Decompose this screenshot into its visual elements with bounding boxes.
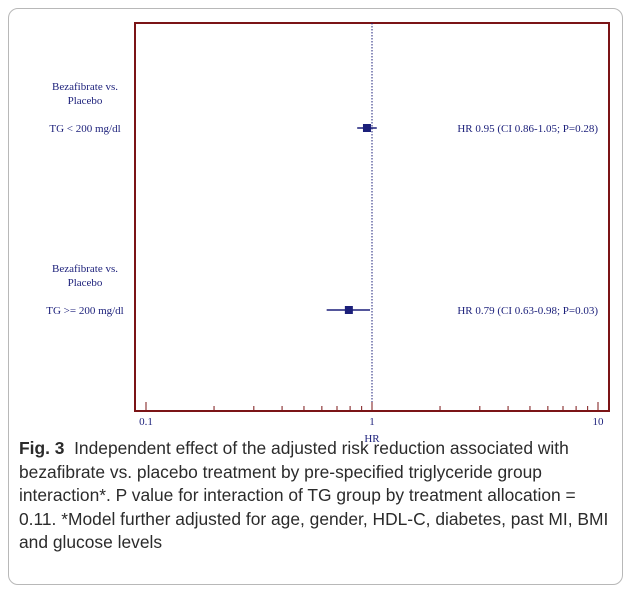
hr-annotation: HR 0.95 (CI 0.86-1.05; P=0.28) [457,123,598,135]
hr-marker [362,124,371,132]
x-tick-label: 10 [593,416,605,428]
figure-label: Fig. 3 [19,438,65,458]
forest-row: Bezafibrate vs. Placebo TG < 200 mg/dl HR 0… [49,81,598,135]
x-tick-label: 0.1 [139,416,153,428]
x-axis-label: HR [364,433,380,445]
caption-text: Independent effect of the adjusted risk … [19,438,609,552]
forest-plot: 0.1 1 10 HR Bezafibrate vs. Placebo TG < 200… [46,22,610,445]
x-axis-ticks [145,402,599,411]
figure-frame [8,8,623,585]
forest-rows: Bezafibrate vs. Placebo TG < 200 mg/dl HR 0… [46,81,598,317]
row-label-line: Bezafibrate vs. [52,263,118,275]
row-label-line: Placebo [68,277,103,289]
x-tick-label: 1 [369,416,375,428]
figure-caption: Fig. 3 Independent effect of the adjuste… [19,437,615,555]
row-label-line: Placebo [68,95,103,107]
x-axis-tick-labels: 0.1 1 10 [139,416,604,428]
row-group-label: TG < 200 mg/dl [49,123,120,135]
hr-annotation: HR 0.79 (CI 0.63-0.98; P=0.03) [457,305,598,317]
hr-marker [344,306,353,314]
row-group-label: TG >= 200 mg/dl [46,305,124,317]
row-label-line: Bezafibrate vs. [52,81,118,93]
forest-row: Bezafibrate vs. Placebo TG >= 200 mg/dl HR … [46,263,598,317]
